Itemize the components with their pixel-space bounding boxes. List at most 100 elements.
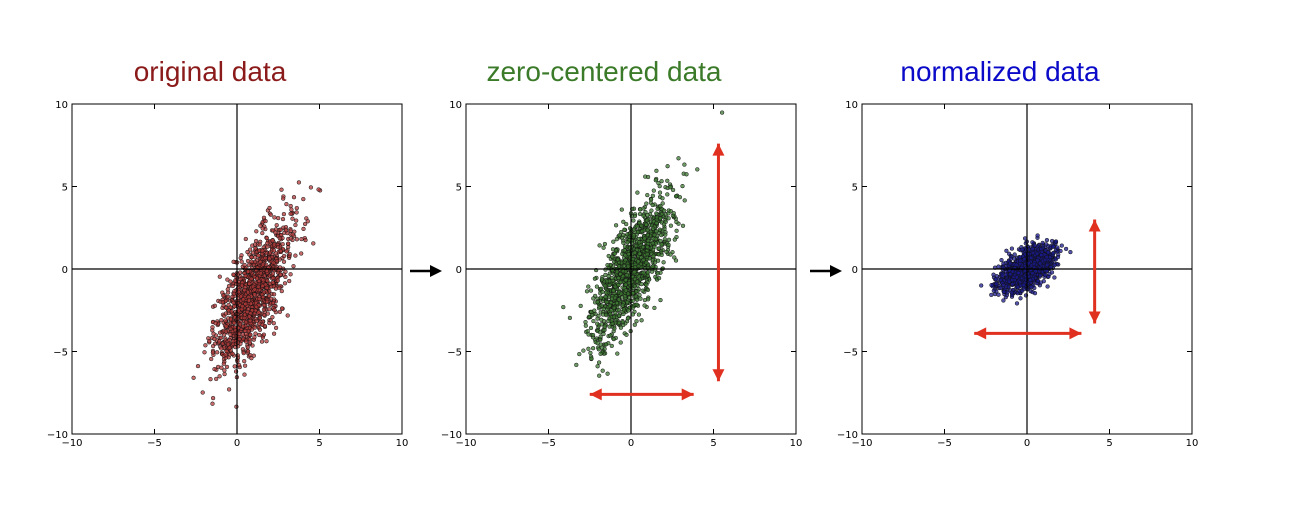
scatter-point (1015, 285, 1020, 290)
scatter-point (611, 305, 617, 311)
scatter-point (270, 315, 275, 320)
scatter-point (660, 196, 665, 201)
scatter-point (284, 249, 289, 254)
scatter-point (231, 291, 237, 296)
scatter-point (248, 318, 253, 324)
y-tick-label: 0 (62, 265, 68, 276)
scatter-point (246, 269, 251, 274)
scatter-point (662, 226, 667, 231)
scatter-point (278, 272, 283, 277)
double-arrow-icon (974, 327, 1082, 340)
scatter-point (217, 330, 223, 335)
scatter-point (258, 271, 263, 276)
scatter-point (1029, 255, 1034, 261)
scatter-point (316, 187, 321, 192)
scatter-point (998, 285, 1003, 291)
scatter-point (657, 190, 663, 195)
scatter-point (588, 350, 593, 356)
scatter-point (256, 253, 261, 258)
y-tick-label: 5 (852, 183, 858, 194)
scatter-point (1038, 273, 1043, 278)
scatter-point (636, 312, 642, 317)
scatter-point (603, 342, 609, 347)
scatter-point (695, 167, 700, 172)
scatter-point (209, 356, 214, 362)
scatter-point (613, 310, 618, 315)
scatter-point (1031, 261, 1037, 267)
arrow-head (712, 143, 725, 156)
x-tick-label: 0 (1024, 438, 1030, 449)
scatter-point (223, 311, 229, 316)
scatter-point (645, 244, 650, 250)
scatter-point (1053, 239, 1059, 244)
scatter-point (676, 156, 681, 161)
scatter-point (637, 292, 642, 298)
scatter-point (1014, 275, 1019, 280)
scatter-point (1030, 240, 1035, 245)
chart-title: original data (133, 56, 287, 87)
scatter-plot-original: −10 10 −5 5 0 0 5 −5 10 −10 (47, 100, 409, 449)
y-tick-label: −5 (53, 348, 68, 359)
scatter-point (287, 251, 292, 257)
double-arrow-icon (712, 143, 725, 382)
scatter-point (595, 341, 600, 346)
x-tick-label: −10 (851, 438, 872, 449)
scatter-point (1052, 263, 1057, 268)
scatter-point (1016, 270, 1021, 276)
scatter-point (658, 203, 663, 209)
scatter-point (1039, 246, 1044, 252)
scatter-point (1032, 291, 1038, 296)
scatter-point (654, 220, 659, 226)
scatter-point (1051, 244, 1056, 249)
scatter-point (622, 248, 627, 253)
scatter-point (561, 304, 566, 310)
scatter-point (191, 375, 196, 380)
scatter-point (668, 185, 673, 190)
scatter-point (212, 303, 218, 308)
scatter-point (210, 401, 215, 406)
scatter-point (651, 253, 656, 258)
scatter-point (232, 364, 237, 369)
scatter-point (596, 360, 602, 365)
scatter-point (231, 259, 236, 264)
scatter-point (281, 253, 287, 259)
scatter-point (267, 256, 272, 261)
scatter-point (210, 325, 215, 330)
scatter-point (603, 294, 608, 299)
scatter-point (638, 296, 643, 301)
scatter-point (632, 284, 638, 289)
scatter-point (270, 271, 276, 276)
scatter-point (598, 351, 603, 356)
scatter-point (1018, 296, 1023, 301)
scatter-point (270, 280, 275, 285)
scatter-point (633, 243, 639, 249)
scatter-point (999, 257, 1004, 263)
scatter-point (271, 260, 276, 265)
scatter-point (598, 295, 604, 300)
arrow-head (974, 327, 987, 340)
scatter-point (599, 303, 604, 308)
scatter-point (243, 236, 248, 242)
scatter-point (217, 339, 222, 344)
x-tick-label: 5 (316, 438, 322, 449)
scatter-point (261, 278, 266, 283)
scatter-point (650, 247, 656, 253)
scatter-point (639, 281, 644, 287)
scatter-point (600, 289, 605, 295)
scatter-point (203, 343, 208, 348)
scatter-point (631, 218, 636, 223)
scatter-point (656, 275, 662, 281)
scatter-point (225, 277, 230, 282)
scatter-point (265, 311, 270, 316)
scatter-point (294, 205, 299, 211)
y-tick-label: 10 (55, 100, 68, 111)
scatter-point (242, 262, 247, 268)
scatter-point (272, 307, 277, 313)
scatter-point (259, 339, 265, 344)
scatter-point (274, 223, 279, 228)
scatter-point (228, 326, 233, 331)
scatter-point (245, 249, 250, 255)
scatter-point (1001, 282, 1006, 288)
x-tick-label: 10 (396, 438, 409, 449)
scatter-point (278, 248, 283, 254)
